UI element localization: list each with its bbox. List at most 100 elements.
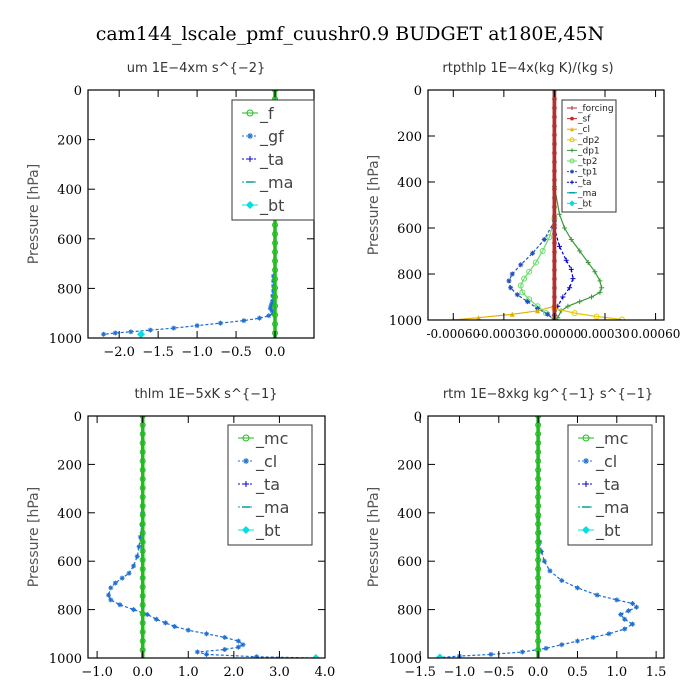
y-tick-label: 600 xyxy=(57,233,82,248)
data-point_tp1 xyxy=(514,292,520,298)
data-point_mc xyxy=(535,566,542,572)
data-point_dp1 xyxy=(592,269,598,275)
legend-marker xyxy=(583,458,589,464)
plot-frame xyxy=(427,89,665,321)
data-point_f xyxy=(272,258,279,264)
data-point_cl xyxy=(543,645,549,651)
series-group xyxy=(435,416,639,658)
data-point_cl xyxy=(509,311,515,317)
data-point_cl xyxy=(559,578,565,584)
legend-marker xyxy=(582,526,590,534)
legend-marker xyxy=(570,127,574,132)
data-point_forcing xyxy=(551,96,557,102)
legend-label: _forcing xyxy=(577,104,614,114)
data-point_mc xyxy=(139,503,146,509)
data-point_forcing xyxy=(551,186,557,192)
data-point_forcing xyxy=(551,258,557,264)
data-point_cl xyxy=(574,585,580,591)
data-point_f xyxy=(272,312,279,318)
legend-marker xyxy=(570,180,574,185)
data-point_forcing xyxy=(551,123,557,129)
y-tick-label: 1000 xyxy=(49,332,82,347)
data-point_f xyxy=(272,285,279,291)
x-tick-label: 0.0 xyxy=(265,345,286,360)
data-point_tp1 xyxy=(541,237,547,242)
data-point_dp1 xyxy=(565,303,571,309)
data-point_dp1 xyxy=(577,248,583,254)
data-point_mc xyxy=(535,602,542,608)
data-point_mc xyxy=(535,494,542,500)
data-point_mc xyxy=(139,485,146,491)
data-point_f xyxy=(272,303,279,309)
data-point_cl xyxy=(574,638,580,644)
data-point_gf xyxy=(128,329,134,335)
y-tick-label: 600 xyxy=(397,222,422,237)
legend-label: _mc xyxy=(255,429,288,449)
data-point_tp2 xyxy=(526,268,533,275)
legend-label: _ma xyxy=(259,173,293,193)
data-point_mc xyxy=(535,575,542,581)
data-point_bt xyxy=(136,330,145,338)
data-point_bt xyxy=(311,654,320,658)
panel-title: thlm 1E−5xK s^{−1} xyxy=(134,387,277,402)
data-point_cl xyxy=(476,315,481,320)
legend-label: _cl xyxy=(255,452,277,472)
legend-label: _ta xyxy=(577,178,592,188)
data-point_cl xyxy=(222,634,228,640)
data-point_dp1 xyxy=(585,260,591,265)
y-axis-label: Pressure [hPa] xyxy=(366,487,382,587)
data-point_mc xyxy=(139,629,146,635)
data-point_forcing xyxy=(551,231,557,237)
data-point_mc xyxy=(139,449,146,455)
legend: _f _gf _ta _ma _bt xyxy=(231,99,315,221)
data-point_cl xyxy=(162,620,168,626)
data-point_ta xyxy=(568,266,574,272)
y-tick-label: 400 xyxy=(397,507,422,522)
data-point_tp2 xyxy=(517,282,524,289)
y-tick-label: 1000 xyxy=(389,652,422,667)
legend-marker xyxy=(247,156,253,162)
y-tick-label: 200 xyxy=(397,130,422,145)
data-point_gf xyxy=(269,300,275,306)
data-point_ta xyxy=(560,294,566,300)
series-line_tp2 xyxy=(520,218,555,320)
data-point_mc xyxy=(139,512,146,518)
legend-label: _tp2 xyxy=(577,157,597,167)
data-point_gf xyxy=(194,323,200,329)
data-point_gf xyxy=(171,325,177,331)
data-point_cl xyxy=(622,626,628,632)
data-point_cl xyxy=(204,651,209,657)
data-point_mc xyxy=(139,458,146,464)
data-point_mc xyxy=(139,620,146,626)
data-point_cl xyxy=(594,592,600,598)
data-point_mc xyxy=(139,476,146,482)
data-point_gf xyxy=(269,308,275,314)
data-point_gf xyxy=(147,327,153,333)
data-point_f xyxy=(272,240,279,246)
y-tick-label: 600 xyxy=(397,555,422,570)
data-point_cl xyxy=(519,649,525,655)
data-point_mc xyxy=(535,467,542,473)
legend-marker xyxy=(242,526,250,534)
data-point_tp1 xyxy=(518,262,524,268)
data-point_mc xyxy=(139,494,146,500)
x-tick-label: 0.5 xyxy=(567,665,588,680)
data-point_tp2 xyxy=(532,259,539,266)
data-point_cl xyxy=(618,611,624,617)
legend-label: _gf xyxy=(259,127,284,147)
data-point_cl xyxy=(254,654,260,658)
legend-box xyxy=(227,424,313,546)
data-point_cl xyxy=(633,604,639,610)
data-point_cl xyxy=(172,624,178,630)
y-tick-label: 600 xyxy=(57,555,82,570)
data-point_mc xyxy=(139,638,146,644)
data-point_forcing xyxy=(551,285,557,291)
data-point_forcing xyxy=(551,150,557,156)
data-point_gf xyxy=(267,305,273,311)
data-point_mc xyxy=(139,584,146,590)
plots-container: um 1E−4xm s^{−2} Pressure [hPa] −2.0 −1.5 −1… xyxy=(26,61,680,680)
legend-label: _f xyxy=(259,104,274,124)
data-point_tp2 xyxy=(519,289,526,296)
data-point_f xyxy=(272,222,279,228)
data-point_cl xyxy=(590,634,596,640)
